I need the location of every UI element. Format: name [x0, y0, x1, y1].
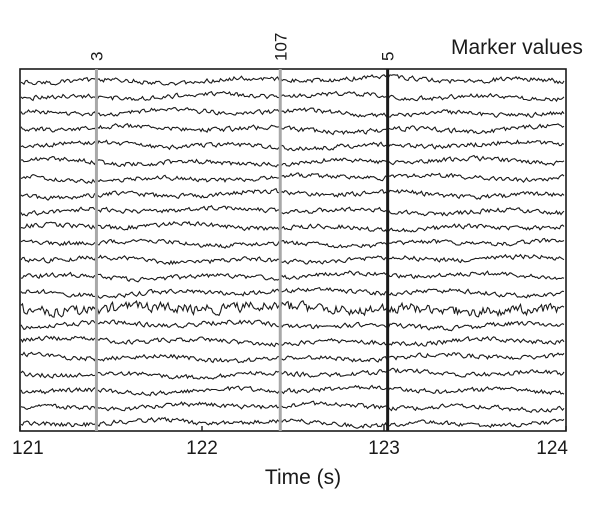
eeg-channel-trace: [20, 416, 565, 429]
x-tick-label: 122: [186, 438, 218, 459]
eeg-channel-trace: [20, 400, 565, 414]
marker-values-title: Marker values: [451, 36, 583, 59]
eeg-channel-trace: [20, 220, 565, 233]
x-axis-ticks: 121 122 123 124: [12, 426, 568, 459]
eeg-traces: [20, 74, 565, 429]
eeg-channel-trace: [20, 286, 565, 299]
x-tick-label: 123: [368, 438, 400, 459]
eeg-channel-trace: [20, 122, 565, 136]
eeg-channel-trace: [20, 187, 565, 201]
eeg-channel-trace: [20, 107, 565, 119]
eeg-channel-trace: [20, 74, 565, 86]
event-marker-label: 107: [271, 33, 290, 61]
eeg-channel-trace: [20, 270, 565, 283]
eeg-channel-trace: [20, 90, 565, 103]
event-marker-label: 3: [87, 52, 106, 61]
eeg-channel-trace: [20, 335, 565, 348]
eeg-channel-trace: [20, 319, 565, 332]
x-tick-label: 124: [536, 438, 568, 459]
eeg-channel-trace: [20, 384, 565, 397]
eeg-channel-trace: [20, 367, 565, 380]
eeg-channel-trace: [20, 205, 565, 217]
eeg-channel-trace: [20, 351, 565, 364]
marker-lines: [94, 69, 390, 431]
eeg-channel-trace: [20, 300, 565, 318]
plot-frame: [19, 68, 567, 432]
eeg-channel-trace: [20, 253, 565, 266]
eeg-channel-trace: [20, 139, 565, 152]
x-tick-label: 121: [12, 438, 44, 459]
x-axis-label: Time (s): [265, 466, 341, 489]
eeg-channel-trace: [21, 154, 565, 168]
event-marker-label: 5: [379, 52, 398, 61]
eeg-channel-trace: [20, 172, 565, 184]
marker-labels: 3 107 5: [87, 33, 397, 61]
eeg-channel-trace: [20, 237, 565, 249]
